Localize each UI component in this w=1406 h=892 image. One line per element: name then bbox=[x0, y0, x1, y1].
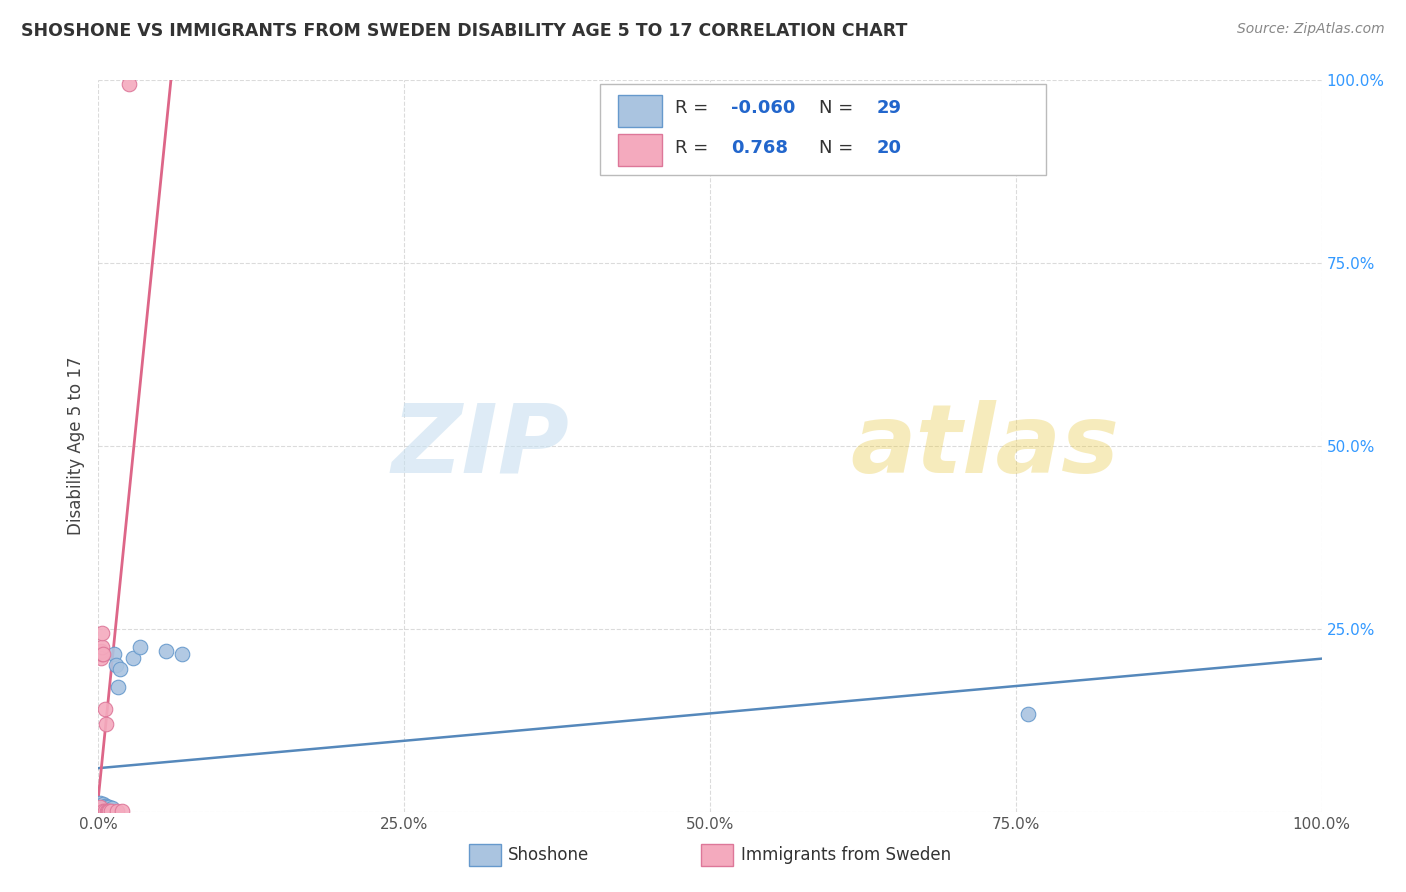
Point bbox=[97, 804, 120, 818]
Point bbox=[111, 804, 134, 818]
Point bbox=[91, 797, 114, 812]
Point bbox=[94, 798, 117, 813]
Point bbox=[98, 804, 121, 818]
FancyBboxPatch shape bbox=[619, 95, 662, 127]
Text: 20: 20 bbox=[876, 139, 901, 157]
FancyBboxPatch shape bbox=[470, 844, 501, 866]
Y-axis label: Disability Age 5 to 17: Disability Age 5 to 17 bbox=[66, 357, 84, 535]
Point bbox=[91, 798, 114, 813]
Point bbox=[110, 662, 132, 676]
Text: ZIP: ZIP bbox=[391, 400, 569, 492]
Point bbox=[89, 803, 111, 817]
Point bbox=[100, 803, 122, 817]
Point bbox=[91, 648, 114, 662]
Point bbox=[89, 799, 111, 814]
Point bbox=[100, 804, 122, 818]
Point bbox=[90, 644, 112, 658]
Point bbox=[101, 801, 124, 815]
Point bbox=[91, 800, 114, 814]
Point bbox=[96, 799, 118, 814]
Text: atlas: atlas bbox=[851, 400, 1119, 492]
Point bbox=[94, 802, 117, 816]
Point bbox=[105, 804, 128, 818]
Point bbox=[96, 804, 118, 818]
Point bbox=[91, 640, 114, 655]
Text: -0.060: -0.060 bbox=[731, 99, 796, 117]
Point bbox=[93, 702, 115, 716]
Point bbox=[107, 681, 129, 695]
Point bbox=[97, 802, 120, 816]
FancyBboxPatch shape bbox=[619, 135, 662, 167]
Point bbox=[89, 804, 111, 818]
Text: N =: N = bbox=[818, 99, 859, 117]
Point bbox=[103, 648, 125, 662]
Text: 0.768: 0.768 bbox=[731, 139, 787, 157]
Point bbox=[93, 804, 115, 818]
FancyBboxPatch shape bbox=[600, 84, 1046, 176]
Point bbox=[91, 800, 114, 814]
Point bbox=[89, 804, 111, 818]
Point bbox=[90, 804, 112, 818]
Text: 29: 29 bbox=[876, 99, 901, 117]
Point bbox=[104, 658, 127, 673]
Text: R =: R = bbox=[675, 139, 720, 157]
Text: Shoshone: Shoshone bbox=[508, 846, 589, 863]
Point bbox=[91, 804, 114, 818]
Text: N =: N = bbox=[818, 139, 859, 157]
Point bbox=[91, 803, 114, 817]
Point bbox=[1017, 707, 1039, 722]
Point bbox=[91, 648, 114, 662]
Point bbox=[170, 648, 193, 662]
Point bbox=[118, 77, 141, 91]
Point bbox=[98, 800, 121, 814]
Point bbox=[121, 651, 143, 665]
Point bbox=[89, 799, 111, 814]
Text: Source: ZipAtlas.com: Source: ZipAtlas.com bbox=[1237, 22, 1385, 37]
Point bbox=[89, 796, 111, 810]
Point bbox=[129, 640, 152, 655]
Text: R =: R = bbox=[675, 99, 714, 117]
Point bbox=[155, 644, 177, 658]
Point bbox=[90, 651, 112, 665]
Point bbox=[89, 803, 111, 817]
Point bbox=[93, 802, 115, 816]
Point bbox=[93, 798, 115, 813]
Text: SHOSHONE VS IMMIGRANTS FROM SWEDEN DISABILITY AGE 5 TO 17 CORRELATION CHART: SHOSHONE VS IMMIGRANTS FROM SWEDEN DISAB… bbox=[21, 22, 907, 40]
Point bbox=[91, 803, 114, 817]
FancyBboxPatch shape bbox=[702, 844, 734, 866]
Point bbox=[91, 625, 114, 640]
Text: Immigrants from Sweden: Immigrants from Sweden bbox=[741, 846, 950, 863]
Point bbox=[94, 717, 117, 731]
